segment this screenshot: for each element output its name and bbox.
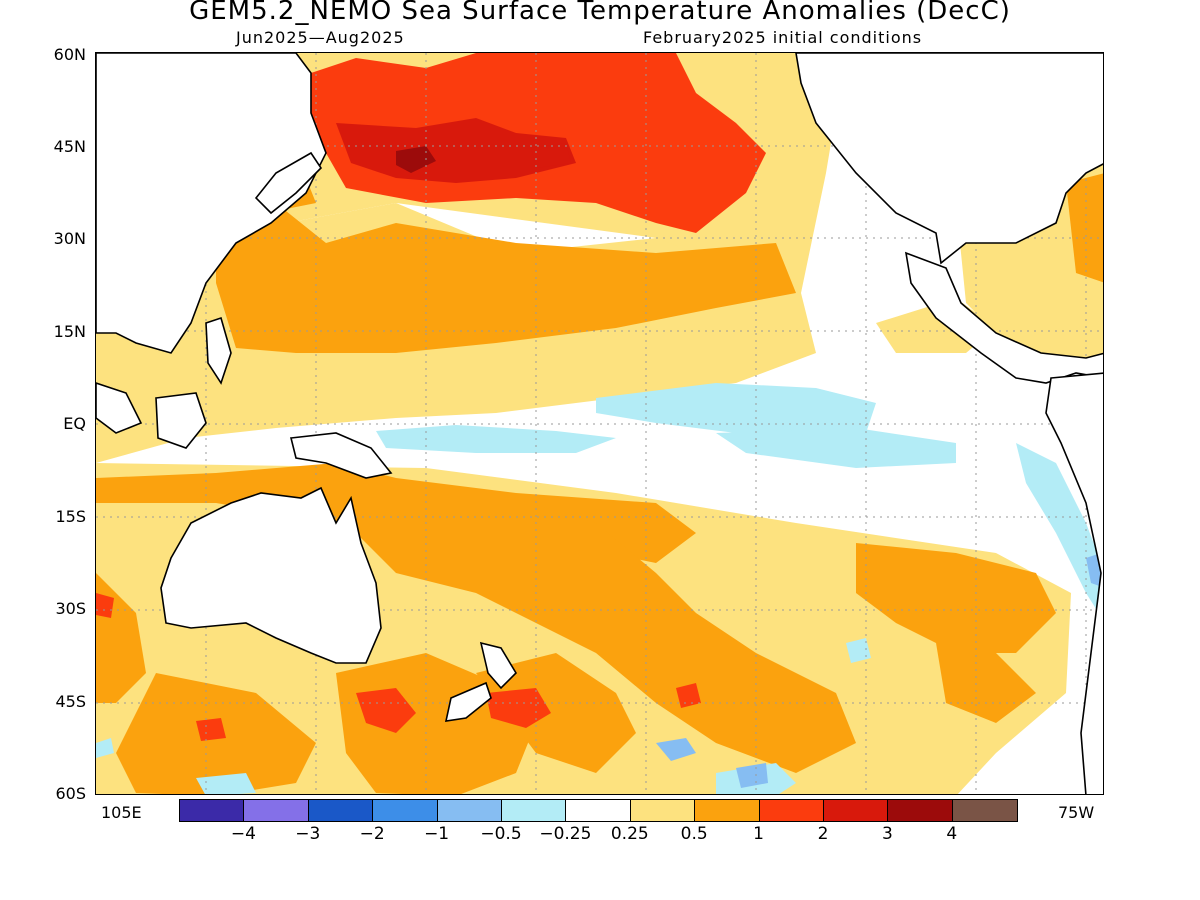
colorbar-label-10: 3 bbox=[881, 824, 893, 844]
colorbar-label-4: −0.5 bbox=[480, 824, 522, 844]
colorbar-label-0: −4 bbox=[230, 824, 256, 844]
borneo-landmass bbox=[155, 392, 207, 449]
asia-landmass bbox=[96, 53, 327, 354]
lat-label-30s: 30S bbox=[55, 599, 86, 618]
colorbar-swatch-12 bbox=[952, 800, 1018, 821]
new-guinea-landmass bbox=[290, 432, 393, 479]
colorbar-label-5: −0.25 bbox=[539, 824, 592, 844]
colorbar-swatch-6 bbox=[566, 800, 631, 821]
colorbar-label-3: −1 bbox=[424, 824, 450, 844]
australia-landmass bbox=[160, 486, 382, 664]
lon-label-75w: 75W bbox=[1058, 803, 1095, 822]
colorbar-swatch-2 bbox=[308, 800, 374, 821]
colorbar-swatch-4 bbox=[437, 800, 502, 821]
colorbar-label-6: 0.25 bbox=[610, 824, 649, 844]
colorbar-label-9: 2 bbox=[817, 824, 829, 844]
land-masses bbox=[96, 53, 1103, 794]
colorbar-label-1: −3 bbox=[295, 824, 321, 844]
colorbar-swatch-5 bbox=[501, 800, 567, 821]
japan-landmass bbox=[254, 151, 323, 215]
lat-label-eq: EQ bbox=[63, 414, 86, 433]
lon-label-105e: 105E bbox=[101, 803, 142, 822]
anomaly-neg-0.25-region bbox=[96, 383, 1103, 794]
lat-label-15s: 15S bbox=[55, 507, 86, 526]
sst-anomaly-map bbox=[95, 52, 1104, 795]
colorbar-swatch-1 bbox=[244, 800, 309, 821]
new-zealand-south-landmass bbox=[444, 681, 492, 722]
colorbar-label-8: 1 bbox=[753, 824, 765, 844]
colorbar-label-2: −2 bbox=[359, 824, 385, 844]
subtitle-initial-conditions: February2025 initial conditions bbox=[643, 28, 923, 47]
new-zealand-north-landmass bbox=[479, 641, 518, 690]
colorbar-swatch-11 bbox=[888, 800, 953, 821]
subtitle-period: Jun2025—Aug2025 bbox=[236, 28, 405, 47]
anomaly-neg-0.5-region bbox=[656, 553, 1103, 788]
colorbar-swatch-9 bbox=[759, 800, 824, 821]
chart-title: GEM5.2_NEMO Sea Surface Temperature Anom… bbox=[189, 0, 1011, 26]
lat-label-30n: 30N bbox=[53, 229, 86, 248]
colorbar-label-11: 4 bbox=[946, 824, 958, 844]
colorbar-label-7: 0.5 bbox=[680, 824, 708, 844]
map-canvas bbox=[96, 53, 1103, 794]
colorbar-swatch-3 bbox=[373, 800, 438, 821]
lat-label-15n: 15N bbox=[53, 322, 86, 341]
colorbar-swatch-0 bbox=[180, 800, 245, 821]
north-america-landmass bbox=[795, 53, 1103, 265]
south-america-landmass bbox=[1045, 372, 1103, 794]
central-america-landmass bbox=[904, 251, 1103, 384]
lat-label-60n: 60N bbox=[53, 45, 86, 64]
colorbar bbox=[179, 799, 1019, 822]
lat-label-45s: 45S bbox=[55, 692, 86, 711]
lat-label-45n: 45N bbox=[53, 137, 86, 156]
colorbar-swatch-8 bbox=[695, 800, 760, 821]
philippines-landmass bbox=[205, 316, 232, 385]
lat-label-60s: 60S bbox=[55, 784, 86, 803]
colorbar-swatch-10 bbox=[823, 800, 889, 821]
colorbar-swatch-7 bbox=[630, 800, 696, 821]
sumatra-landmass bbox=[96, 382, 143, 434]
